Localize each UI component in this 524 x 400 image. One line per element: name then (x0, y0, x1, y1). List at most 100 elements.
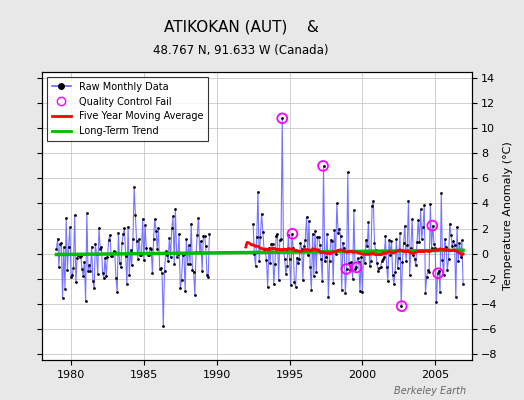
Point (134, 256, 142, 262)
Point (361, 260, 369, 267)
Point (455, 240, 464, 246)
Point (249, 221, 257, 228)
Point (192, 249, 200, 255)
Point (146, 245, 154, 252)
Point (448, 243, 456, 249)
Point (278, 115, 287, 122)
Point (392, 236, 400, 242)
Legend: Raw Monthly Data, Quality Control Fail, Five Year Moving Average, Long-Term Tren: Raw Monthly Data, Quality Control Fail, … (47, 77, 208, 141)
Point (288, 230, 296, 237)
Point (183, 260, 192, 267)
Point (362, 236, 370, 243)
Point (131, 212, 139, 218)
Point (379, 256, 387, 262)
Point (407, 245, 415, 251)
Point (319, 163, 328, 169)
Point (137, 252, 146, 258)
Point (147, 246, 155, 252)
Point (332, 251, 340, 257)
Point (357, 254, 365, 260)
Point (344, 169, 352, 175)
Point (391, 269, 399, 275)
Point (386, 252, 395, 258)
Point (119, 231, 127, 237)
Point (165, 235, 173, 241)
Point (83, 210, 91, 217)
Point (303, 252, 312, 258)
Point (325, 258, 334, 264)
Text: 48.767 N, 91.633 W (Canada): 48.767 N, 91.633 W (Canada) (154, 44, 329, 57)
Point (288, 230, 297, 237)
Point (459, 281, 467, 288)
Point (283, 263, 291, 270)
Point (160, 268, 169, 274)
Point (187, 220, 195, 227)
Point (430, 240, 438, 247)
Point (348, 276, 357, 282)
Point (103, 254, 112, 260)
Point (180, 250, 188, 257)
Point (353, 255, 362, 262)
Point (199, 233, 208, 240)
Point (186, 260, 194, 267)
Point (318, 278, 326, 285)
Point (175, 231, 183, 238)
Point (298, 245, 306, 252)
Point (341, 290, 350, 296)
Point (73, 254, 81, 261)
Point (449, 238, 457, 244)
Point (286, 256, 294, 262)
Point (91, 241, 100, 247)
Point (170, 260, 178, 267)
Point (63, 266, 72, 273)
Point (426, 201, 434, 207)
Point (133, 238, 141, 245)
Point (324, 294, 333, 300)
Point (79, 273, 88, 279)
Point (104, 237, 113, 244)
Point (112, 275, 120, 281)
Point (352, 264, 361, 270)
Point (333, 200, 341, 207)
Point (410, 256, 419, 262)
Point (263, 257, 271, 263)
Point (113, 288, 122, 295)
Point (398, 259, 407, 265)
Point (260, 246, 268, 252)
Point (350, 207, 358, 214)
Point (108, 253, 116, 260)
Point (397, 303, 406, 309)
Point (342, 266, 351, 272)
Point (277, 236, 285, 242)
Point (78, 266, 86, 272)
Point (376, 264, 385, 271)
Point (58, 295, 67, 301)
Point (145, 252, 153, 259)
Point (291, 284, 300, 290)
Point (269, 281, 278, 288)
Point (369, 198, 377, 204)
Point (323, 231, 331, 237)
Point (167, 254, 175, 260)
Point (420, 202, 429, 208)
Point (363, 243, 372, 250)
Point (415, 239, 423, 245)
Point (451, 242, 459, 248)
Point (177, 277, 185, 283)
Point (367, 258, 375, 264)
Point (284, 232, 292, 238)
Point (422, 273, 431, 280)
Point (115, 260, 124, 266)
Point (405, 198, 413, 204)
Point (398, 303, 406, 309)
Point (94, 270, 102, 277)
Point (394, 265, 402, 272)
Point (190, 268, 198, 275)
Point (399, 240, 408, 246)
Point (280, 255, 289, 262)
Point (84, 268, 92, 274)
Point (81, 298, 90, 304)
Point (86, 268, 95, 274)
Point (417, 206, 425, 212)
Point (124, 223, 132, 230)
